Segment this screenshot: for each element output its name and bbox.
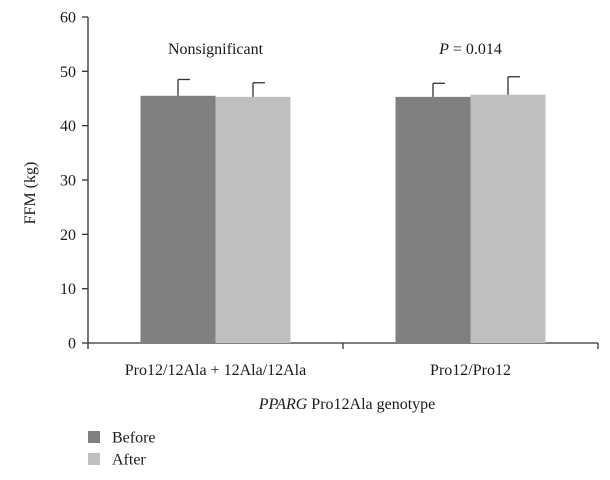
bars [140,94,546,344]
significance-annotation: Nonsignificant [168,41,264,58]
legend-label-before: Before [112,430,156,447]
y-tick-label: 20 [60,227,76,244]
legend-label-after: After [112,452,146,469]
y-tick-label: 0 [68,336,76,353]
y-tick-label: 10 [60,281,76,298]
x-category-label: Pro12/12Ala + 12Ala/12Ala [125,362,306,379]
bar-before [140,95,216,344]
legend: Before After [88,430,156,469]
x-axis-title: PPARG Pro12Ala genotype [258,396,436,413]
y-axis: 0 10 20 30 40 50 60 [60,10,89,353]
legend-swatch-before [88,431,100,443]
y-tick-label: 40 [60,118,76,135]
y-tick-label: 50 [60,64,76,81]
x-axis: Pro12/12Ala + 12Ala/12Ala Pro12/Pro12 [87,342,599,379]
significance-annotation: P = 0.014 [438,41,502,58]
bar-after [215,96,291,344]
y-tick-label: 60 [60,10,76,27]
y-tick-label: 30 [60,173,76,190]
y-axis-title: FFM (kg) [22,162,39,225]
annotation-part: Nonsignificant [168,41,264,58]
legend-swatch-after [88,453,100,465]
annotation-part: P [438,41,449,58]
annotations: Nonsignificant P = 0.014 [168,41,502,58]
annotation-part: = 0.014 [449,41,502,58]
x-axis-title-rest: Pro12Ala genotype [307,396,435,413]
x-axis-title-italic: PPARG [258,396,308,413]
bar-before [395,96,471,344]
error-bars [177,76,520,97]
x-category-label: Pro12/Pro12 [430,362,511,379]
bar-after [470,94,546,344]
